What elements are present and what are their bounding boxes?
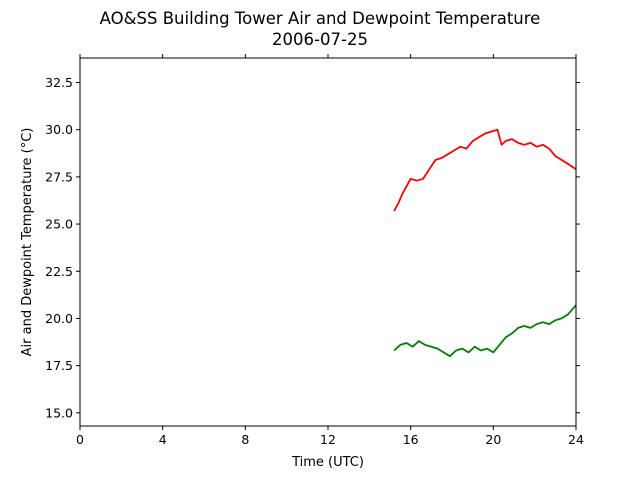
x-tick-label: 20 [485, 432, 501, 447]
y-tick-label: 30.0 [45, 122, 73, 137]
y-tick-label: 17.5 [45, 358, 73, 373]
y-tick-label: 15.0 [45, 405, 73, 420]
y-tick-label: 27.5 [45, 169, 73, 184]
y-tick-label: 25.0 [45, 217, 73, 232]
x-tick-label: 4 [159, 432, 167, 447]
y-axis: 15.0 17.5 20.0 22.5 25.0 27.5 30.0 32.5 [45, 75, 580, 420]
y-axis-label: Air and Dewpoint Temperature (°C) [20, 128, 35, 357]
x-axis-label: Time (UTC) [291, 455, 364, 470]
chart-title: AO&SS Building Tower Air and Dewpoint Te… [100, 9, 541, 28]
x-tick-label: 12 [320, 432, 336, 447]
x-tick-label: 24 [568, 432, 584, 447]
y-tick-label: 20.0 [45, 311, 73, 326]
x-tick-label: 8 [241, 432, 249, 447]
y-tick-label: 22.5 [45, 264, 73, 279]
x-tick-label: 16 [403, 432, 419, 447]
series-line-2 [393, 304, 577, 358]
chart-subtitle: 2006-07-25 [272, 30, 368, 49]
x-axis: 0 4 8 12 16 20 24 [76, 54, 584, 447]
x-tick-label: 0 [76, 432, 84, 447]
series-layer [393, 128, 577, 358]
series-line-1 [393, 128, 577, 212]
y-tick-label: 32.5 [45, 75, 73, 90]
